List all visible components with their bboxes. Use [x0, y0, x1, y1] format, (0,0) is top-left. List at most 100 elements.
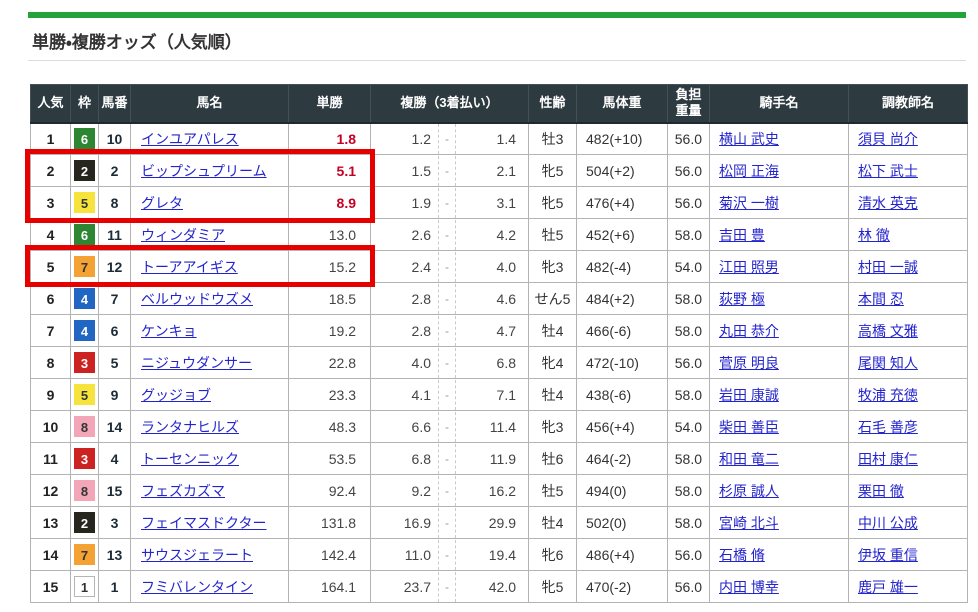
bracket-number-badge: 1 — [74, 576, 95, 597]
trainer-name-link[interactable]: 高橋 文雅 — [858, 322, 918, 339]
trainer-name-link[interactable]: 伊坂 重信 — [858, 546, 918, 563]
jockey-name-link[interactable]: 宮崎 北斗 — [719, 514, 779, 531]
carried-weight: 58.0 — [667, 474, 710, 507]
trainer-name-link[interactable]: 清水 英克 — [858, 194, 918, 211]
jockey-cell: 菅原 明良 — [709, 346, 849, 379]
trainer-cell: 清水 英克 — [848, 186, 968, 219]
place-odds-cell: 9.2 - 16.2 — [370, 474, 529, 507]
horse-name-link[interactable]: フェズカズマ — [141, 482, 225, 499]
place-odds-low: 1.5 — [411, 162, 431, 179]
place-odds-high: 7.1 — [496, 386, 516, 403]
jockey-name-link[interactable]: 吉田 豊 — [719, 226, 765, 243]
place-odds-cell: 4.1 - 7.1 — [370, 378, 529, 411]
sex-age: 牡4 — [528, 506, 577, 539]
place-odds-low: 11.0 — [404, 546, 431, 563]
place-odds-low: 6.8 — [411, 450, 431, 467]
odds-table: 人気枠馬番 馬名 単勝 複勝（3着払い） 性齢 馬体重 負担重量 騎手名 調教師名 1 6 10… — [30, 84, 968, 603]
horse-name-link[interactable]: インユアパレス — [141, 130, 239, 147]
horse-name-link[interactable]: グレタ — [141, 194, 183, 211]
horse-name-cell: サウスジェラート — [130, 538, 289, 571]
jockey-name-link[interactable]: 江田 照男 — [719, 258, 779, 275]
horse-name-link[interactable]: ニジュウダンサー — [141, 354, 253, 371]
trainer-name-link[interactable]: 中川 公成 — [858, 514, 918, 531]
place-odds-range: 9.2 - 16.2 — [371, 475, 528, 506]
jockey-name-link[interactable]: 松岡 正海 — [719, 162, 779, 179]
horse-name-link[interactable]: ウィンダミア — [141, 226, 225, 243]
horse-name-link[interactable]: フミバレンタイン — [141, 578, 253, 595]
horse-name-link[interactable]: グッジョブ — [141, 386, 211, 403]
table-row: 9 5 9 グッジョブ 23.3 4.1 - 7.1 牡4 438(-6) 58… — [30, 378, 968, 411]
trainer-name-link[interactable]: 松下 武士 — [858, 162, 918, 179]
popularity-rank: 4 — [30, 218, 71, 251]
column-header-0: 人気 — [30, 84, 71, 124]
trainer-name-link[interactable]: 栗田 徹 — [858, 482, 904, 499]
bracket-number-badge: 2 — [74, 512, 95, 533]
trainer-name-link[interactable]: 石毛 善彦 — [858, 418, 918, 435]
horse-name-link[interactable]: ビップシュプリーム — [141, 162, 267, 179]
jockey-name-link[interactable]: 和田 竜二 — [719, 450, 779, 467]
win-odds: 92.4 — [288, 474, 371, 507]
horse-name-link[interactable]: ケンキョ — [141, 322, 197, 339]
place-odds-range: 1.2 - 1.4 — [371, 123, 528, 154]
horse-name-link[interactable]: フェイマスドクター — [141, 514, 267, 531]
place-odds-low: 23.7 — [403, 578, 431, 595]
bracket-cell: 4 — [70, 282, 99, 315]
table-row: 4 6 11 ウィンダミア 13.0 2.6 - 4.2 牡5 452(+6) … — [30, 218, 968, 251]
bracket-number-badge: 3 — [74, 352, 95, 373]
trainer-name-link[interactable]: 鹿戸 雄一 — [858, 578, 918, 595]
bracket-cell: 3 — [70, 346, 99, 379]
win-odds: 142.4 — [288, 538, 371, 571]
trainer-name-link[interactable]: 村田 一誠 — [858, 258, 918, 275]
place-odds-high: 16.2 — [488, 482, 516, 499]
horse-name-cell: ビップシュプリーム — [130, 154, 289, 187]
jockey-name-link[interactable]: 杉原 誠人 — [719, 482, 779, 499]
jockey-name-link[interactable]: 丸田 恭介 — [719, 322, 779, 339]
bracket-cell: 2 — [70, 154, 99, 187]
bracket-number-badge: 8 — [74, 416, 95, 437]
place-odds-separator: - — [438, 539, 456, 570]
header-row: 人気枠馬番 馬名 単勝 複勝（3着払い） 性齢 馬体重 負担重量 騎手名 調教師名 — [30, 84, 968, 124]
trainer-name-link[interactable]: 須貝 尚介 — [858, 130, 918, 147]
place-odds-low: 9.2 — [411, 482, 431, 499]
bracket-number-badge: 5 — [74, 384, 95, 405]
jockey-cell: 宮崎 北斗 — [709, 506, 849, 539]
place-odds-cell: 2.6 - 4.2 — [370, 218, 529, 251]
place-odds-separator: - — [438, 251, 456, 282]
jockey-name-link[interactable]: 内田 博幸 — [719, 578, 779, 595]
place-odds-high: 4.6 — [496, 290, 516, 307]
place-odds-low: 2.6 — [411, 226, 431, 243]
popularity-rank: 6 — [30, 282, 71, 315]
trainer-name-link[interactable]: 尾関 知人 — [858, 354, 918, 371]
jockey-name-link[interactable]: 石橋 脩 — [719, 546, 765, 563]
horse-name-link[interactable]: サウスジェラート — [141, 546, 253, 563]
trainer-cell: 栗田 徹 — [848, 474, 968, 507]
horse-name-cell: トーアアイギス — [130, 250, 289, 283]
trainer-name-link[interactable]: 林 徹 — [858, 226, 890, 243]
horse-name-link[interactable]: トーセンニック — [141, 450, 239, 467]
jockey-cell: 内田 博幸 — [709, 570, 849, 603]
horse-weight: 482(+10) — [576, 122, 668, 155]
jockey-name-link[interactable]: 菅原 明良 — [719, 354, 779, 371]
jockey-name-link[interactable]: 菊沢 一樹 — [719, 194, 779, 211]
jockey-name-link[interactable]: 荻野 極 — [719, 290, 765, 307]
jockey-name-link[interactable]: 柴田 善臣 — [719, 418, 779, 435]
place-odds-high: 42.0 — [488, 578, 516, 595]
popularity-rank: 8 — [30, 346, 71, 379]
table-row: 14 7 13 サウスジェラート 142.4 11.0 - 19.4 牝6 48… — [30, 538, 968, 571]
jockey-name-link[interactable]: 横山 武史 — [719, 130, 779, 147]
column-header-8: 負担重量 — [667, 84, 710, 124]
horse-weight: 464(-2) — [576, 442, 668, 475]
jockey-name-link[interactable]: 岩田 康誠 — [719, 386, 779, 403]
trainer-name-link[interactable]: 牧浦 充徳 — [858, 386, 918, 403]
table-row: 11 3 4 トーセンニック 53.5 6.8 - 11.9 牡6 464(-2… — [30, 442, 968, 475]
horse-name-link[interactable]: ランタナヒルズ — [141, 418, 239, 435]
trainer-cell: 須貝 尚介 — [848, 122, 968, 155]
trainer-name-link[interactable]: 田村 康仁 — [858, 450, 918, 467]
table-row: 6 4 7 ベルウッドウズメ 18.5 2.8 - 4.6 せん5 484(+2… — [30, 282, 968, 315]
horse-name-link[interactable]: ベルウッドウズメ — [141, 290, 253, 307]
trainer-name-link[interactable]: 本間 忍 — [858, 290, 904, 307]
horse-name-link[interactable]: トーアアイギス — [141, 258, 238, 275]
trainer-cell: 中川 公成 — [848, 506, 968, 539]
horse-number: 2 — [98, 154, 131, 187]
trainer-cell: 石毛 善彦 — [848, 410, 968, 443]
